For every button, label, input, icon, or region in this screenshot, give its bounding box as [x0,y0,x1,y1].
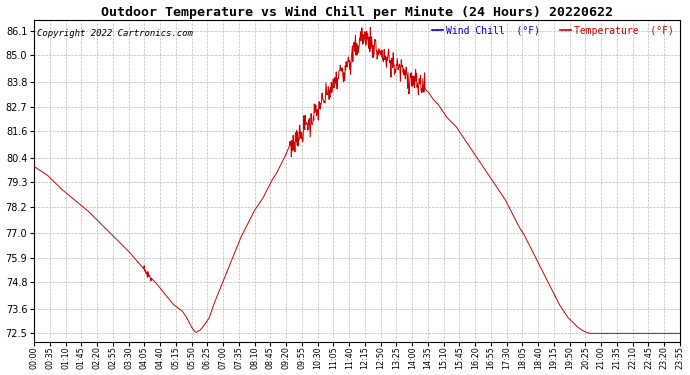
Text: Copyright 2022 Cartronics.com: Copyright 2022 Cartronics.com [37,30,193,39]
Legend: Wind Chill  (°F), Temperature  (°F): Wind Chill (°F), Temperature (°F) [428,22,678,39]
Title: Outdoor Temperature vs Wind Chill per Minute (24 Hours) 20220622: Outdoor Temperature vs Wind Chill per Mi… [101,6,613,19]
